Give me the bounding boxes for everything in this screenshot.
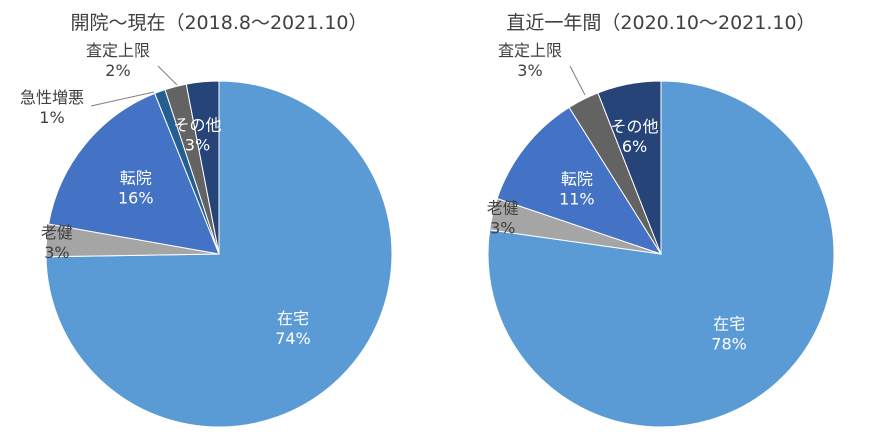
pie-slice-transfer [496,106,663,255]
leader-line-assessment-limit [569,65,586,96]
chart-title: 直近一年間（2020.10～2021.10） [506,12,815,34]
slice-label-assessment-limit: 査定上限 [498,41,562,60]
pie-slice-transfer [48,92,220,255]
slice-value-other: 6% [622,137,647,156]
slice-value-assessment-limit: 3% [517,61,542,80]
slice-value-transfer: 16% [118,188,154,207]
slice-label-other: その他 [611,117,659,136]
slice-label-acute-exacerbation: 急性増悪 [20,88,84,107]
slice-label-other: その他 [173,115,221,134]
pie-chart-overall: 開院～現在（2018.8～2021.10） 在宅74%老健3%転院16%急性増悪… [20,12,393,428]
slice-value-home: 74% [275,329,311,348]
leader-line-assessment-limit [157,65,178,86]
slice-value-other: 3% [185,135,210,154]
slice-label-transfer: 転院 [120,168,152,187]
pie-slice-other [185,80,220,255]
slice-value-care-facility: 3% [490,218,515,237]
pie-slices [45,80,393,428]
pie-slices [487,80,835,428]
leader-line-acute-exacerbation [90,91,155,107]
pie-slice-other [597,80,662,255]
slice-label-home: 在宅 [277,309,309,328]
chart-title: 開院～現在（2018.8～2021.10） [70,12,367,34]
slice-value-care-facility: 3% [44,243,69,262]
slice-label-home: 在宅 [713,314,745,333]
slice-label-transfer: 転院 [561,169,593,188]
slice-value-home: 78% [711,334,747,353]
pie-chart-recent-year: 直近一年間（2020.10～2021.10） 在宅78%老健3%転院11%査定上… [487,12,835,428]
slice-label-assessment-limit: 査定上限 [86,41,150,60]
slice-value-assessment-limit: 2% [105,61,130,80]
slice-label-care-facility: 老健 [41,223,73,242]
slice-value-acute-exacerbation: 1% [39,108,64,127]
slice-label-care-facility: 老健 [487,198,519,217]
slice-value-transfer: 11% [559,189,595,208]
